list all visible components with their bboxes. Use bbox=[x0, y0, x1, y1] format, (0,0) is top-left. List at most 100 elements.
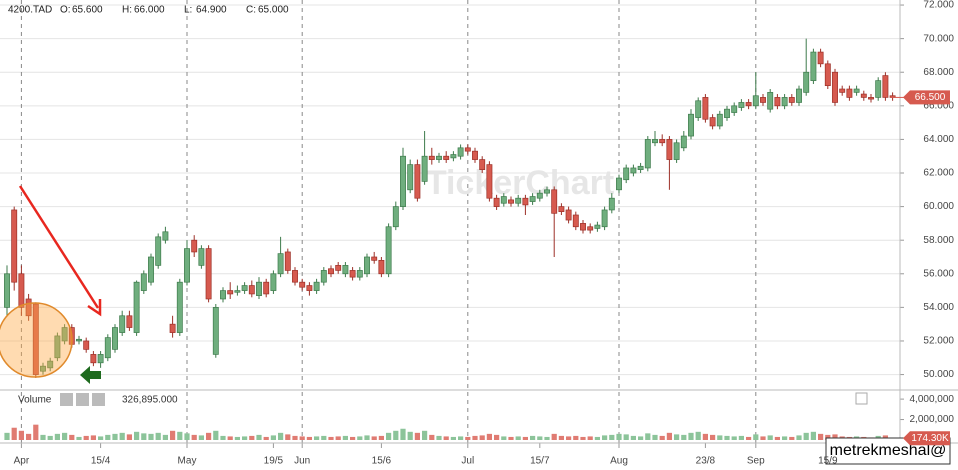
icon[interactable] bbox=[855, 392, 868, 405]
volume-bar bbox=[429, 434, 435, 440]
candle-body bbox=[716, 113, 723, 127]
candle-body bbox=[803, 71, 810, 93]
candle-body bbox=[709, 117, 716, 127]
candle-body bbox=[292, 270, 298, 283]
volume-bar bbox=[630, 435, 636, 440]
volume-bar bbox=[278, 432, 284, 440]
candle-body bbox=[18, 273, 25, 308]
volume-bar bbox=[609, 434, 615, 440]
candle-body bbox=[299, 281, 306, 288]
candle-body bbox=[673, 142, 680, 160]
y-tick-label: 70.000 bbox=[923, 33, 954, 44]
candle-body bbox=[414, 164, 421, 199]
candle-body bbox=[421, 155, 428, 182]
volume-bar bbox=[436, 435, 442, 440]
candle-body bbox=[616, 177, 622, 191]
candle-body bbox=[882, 75, 889, 98]
icon[interactable] bbox=[60, 393, 73, 406]
candle-body bbox=[263, 281, 270, 295]
candle-body bbox=[284, 251, 291, 271]
volume-bar bbox=[321, 435, 327, 440]
volume-bar bbox=[558, 435, 564, 440]
x-tick-label: 15/6 bbox=[372, 456, 392, 467]
volume-bar bbox=[782, 436, 788, 440]
watermark: TickerChart bbox=[426, 164, 614, 202]
x-tick-label: 15/9 bbox=[818, 456, 838, 467]
volume-bar bbox=[681, 434, 687, 440]
volume-bar bbox=[76, 436, 82, 440]
candle-body bbox=[320, 270, 327, 283]
y-tick-label: 62.000 bbox=[923, 168, 954, 179]
x-tick-label: Apr bbox=[14, 456, 30, 467]
candle-body bbox=[277, 253, 284, 275]
x-tick-label: Sep bbox=[747, 456, 765, 467]
volume-bar bbox=[213, 430, 219, 440]
candle-body bbox=[644, 139, 651, 169]
volume-bar bbox=[674, 434, 680, 440]
volume-bar bbox=[465, 436, 471, 440]
candle-body bbox=[436, 155, 442, 160]
volume-bar bbox=[33, 424, 39, 440]
volume-header: Volume 326,895.000 bbox=[18, 392, 868, 406]
volume-bar bbox=[285, 434, 291, 440]
candle-body bbox=[760, 97, 766, 103]
candle-body bbox=[104, 337, 111, 359]
candle-body bbox=[126, 315, 133, 328]
volume-bar bbox=[702, 433, 708, 440]
y-tick-label: 56.000 bbox=[923, 268, 954, 279]
volume-bar bbox=[263, 436, 269, 440]
candle-body bbox=[97, 354, 104, 364]
quote: O: 65.600 H: 66.000 L: 64.900 C: 65.000 bbox=[60, 5, 289, 16]
volume-bar bbox=[587, 436, 593, 440]
icon[interactable] bbox=[76, 393, 89, 406]
volume-value: 326,895.000 bbox=[122, 395, 178, 406]
volume-bar bbox=[4, 432, 10, 440]
candle-body bbox=[443, 155, 450, 160]
volume-bar bbox=[400, 428, 406, 440]
candle-body bbox=[853, 88, 860, 93]
volume-bar bbox=[177, 431, 183, 440]
candle-body bbox=[356, 270, 363, 278]
volume-bar bbox=[155, 432, 161, 440]
volume-bar bbox=[818, 433, 824, 440]
candle-body bbox=[364, 256, 370, 275]
candle-body bbox=[493, 197, 500, 207]
candle-body bbox=[270, 273, 277, 291]
y-tick-label: 54.000 bbox=[923, 302, 954, 313]
candle-body bbox=[450, 154, 457, 159]
volume-bar bbox=[299, 436, 305, 440]
candle-body bbox=[752, 95, 759, 107]
candle-body bbox=[32, 303, 39, 375]
annotation: metrekmeshal@ bbox=[830, 442, 947, 459]
x-tick-label: 15/7 bbox=[530, 456, 550, 467]
annotation-box bbox=[825, 437, 951, 465]
volume-bar bbox=[479, 435, 485, 440]
green-arrow bbox=[80, 366, 101, 384]
volume-bar bbox=[126, 434, 132, 440]
volume-bar bbox=[198, 435, 204, 440]
candle-body bbox=[522, 197, 529, 206]
candle-body bbox=[248, 285, 255, 295]
candle-body bbox=[781, 97, 788, 107]
quote-key: O: bbox=[60, 5, 71, 16]
icon[interactable] bbox=[92, 393, 105, 406]
candle-body bbox=[551, 189, 558, 214]
volume-bar bbox=[472, 435, 478, 440]
candle-body bbox=[220, 290, 226, 300]
y-tick-label: 60.000 bbox=[923, 201, 954, 212]
volume-bar bbox=[98, 436, 104, 440]
candle-body bbox=[839, 88, 846, 93]
candle-body bbox=[529, 196, 536, 202]
candle-body bbox=[184, 248, 190, 283]
grid bbox=[0, 0, 904, 448]
candle-body bbox=[335, 265, 342, 271]
candle-body bbox=[169, 323, 176, 333]
volume-bar bbox=[414, 432, 420, 440]
candle-body bbox=[407, 164, 414, 191]
volume-bar bbox=[710, 434, 716, 440]
volume-bar bbox=[371, 436, 377, 440]
volume-bar bbox=[18, 430, 24, 440]
volume-bar bbox=[191, 434, 197, 440]
candle-body bbox=[666, 139, 673, 160]
